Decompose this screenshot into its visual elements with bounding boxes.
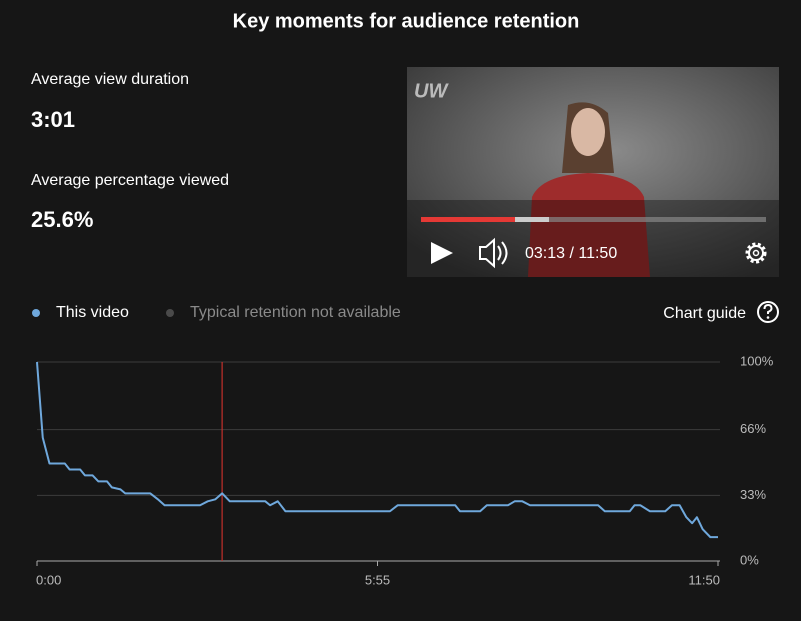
- settings-button[interactable]: [745, 242, 767, 264]
- panel-title: Key moments for audience retention: [233, 10, 580, 32]
- legend-dot: [166, 309, 174, 317]
- stat-label: Average percentage viewed: [31, 172, 229, 189]
- gear-hub: [752, 249, 760, 257]
- legend-label: Typical retention not available: [190, 304, 401, 321]
- figure-body: [528, 173, 650, 277]
- video-time: 03:13 / 11:50: [525, 245, 617, 262]
- volume-button[interactable]: [479, 237, 508, 269]
- help-mark: [763, 303, 773, 314]
- progress-played: [421, 217, 515, 222]
- stat-value: 25.6%: [31, 207, 93, 232]
- help-dot: [766, 316, 770, 319]
- retention-chart: 0% 33% 66% 100% 0:00 5:55 11:50: [36, 353, 774, 587]
- legend-dot: [32, 309, 40, 317]
- help-icon[interactable]: [757, 301, 779, 323]
- progress-track[interactable]: [421, 217, 766, 222]
- x-tick-label: 11:50: [688, 572, 720, 587]
- y-tick-label: 66%: [740, 421, 766, 436]
- x-tick-label: 5:55: [365, 572, 390, 587]
- chart-guide-link[interactable]: Chart guide: [663, 305, 746, 322]
- gear-teeth: [745, 242, 767, 264]
- video-logo: UW: [414, 80, 449, 102]
- help-circle: [757, 301, 779, 323]
- y-tick-label: 0%: [740, 552, 759, 567]
- retention-line: [36, 361, 718, 539]
- legend-label[interactable]: This video: [56, 304, 129, 321]
- controls-shade: [407, 200, 779, 277]
- figure-face: [571, 108, 605, 156]
- x-tick-label: 0:00: [36, 572, 61, 587]
- y-tick-label: 100%: [740, 353, 774, 368]
- gear-ring: [748, 245, 764, 261]
- y-tick-label: 33%: [740, 487, 766, 502]
- play-button[interactable]: [431, 242, 453, 264]
- video-player[interactable]: UW 03:13 / 11:50: [407, 67, 779, 277]
- stat-label: Average view duration: [31, 71, 189, 88]
- stat-value: 3:01: [31, 107, 75, 132]
